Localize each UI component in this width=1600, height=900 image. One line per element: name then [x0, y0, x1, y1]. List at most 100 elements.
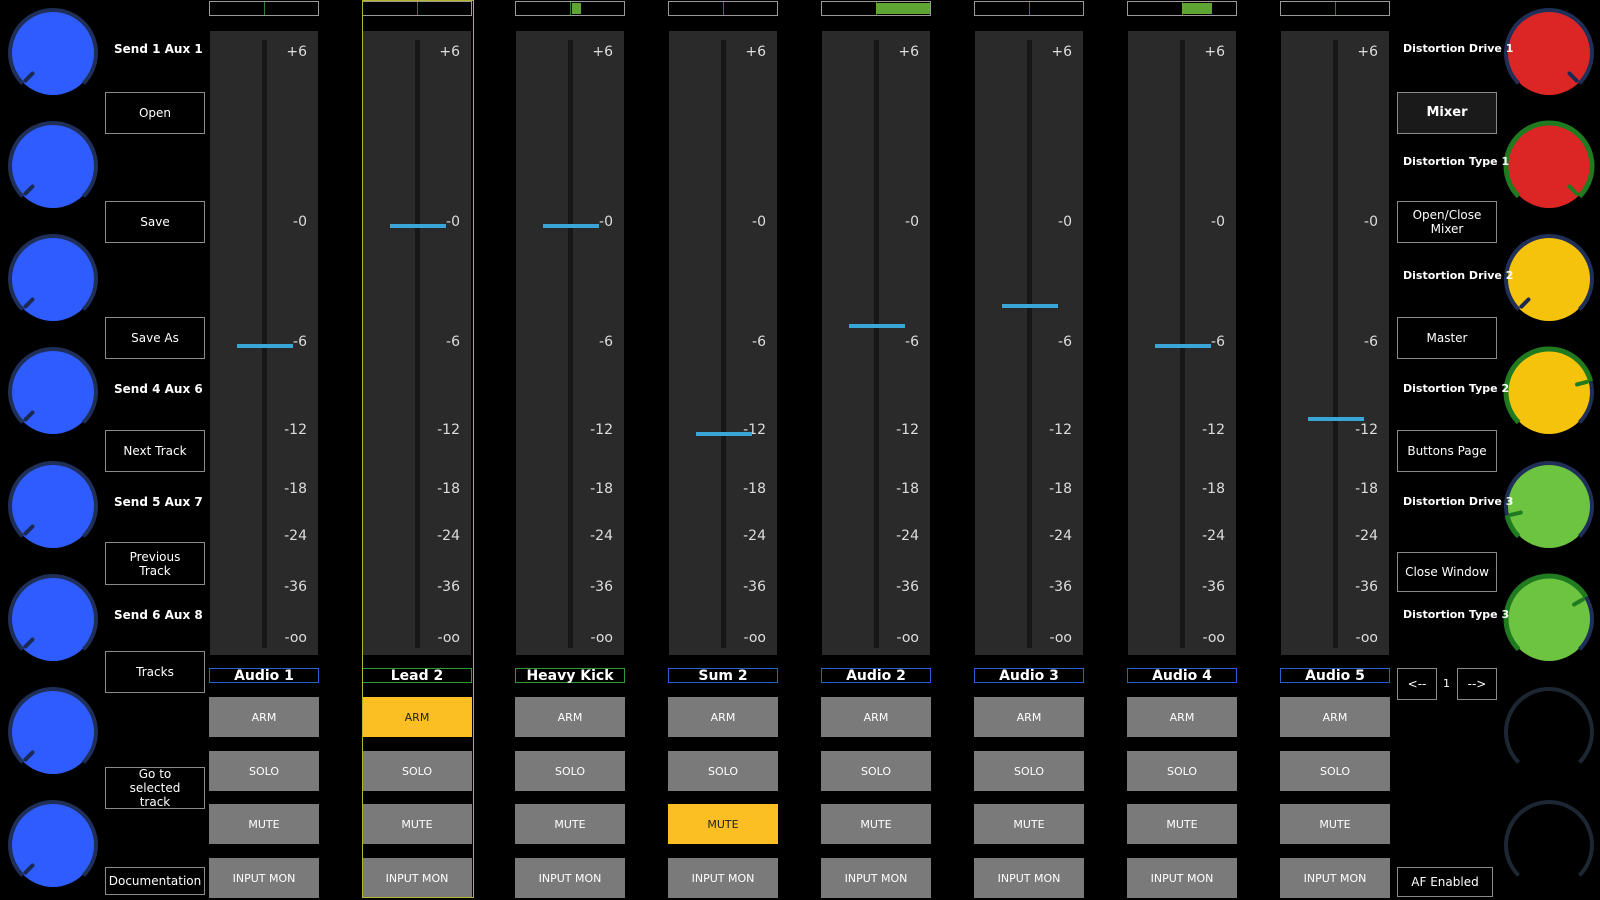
scale-label: +6 — [439, 44, 460, 60]
track-name[interactable]: Audio 3 — [974, 668, 1084, 684]
mute-button[interactable]: MUTE — [362, 804, 472, 844]
fader-handle[interactable] — [696, 432, 752, 436]
input-mon-button[interactable]: INPUT MON — [362, 858, 472, 898]
input-mon-button[interactable]: INPUT MON — [821, 858, 931, 898]
distortion-knob[interactable] — [1502, 685, 1596, 779]
distortion-knob[interactable] — [1502, 232, 1596, 326]
fader-handle[interactable] — [1155, 344, 1211, 348]
track-name[interactable]: Audio 5 — [1280, 668, 1390, 684]
arm-button[interactable]: ARM — [668, 697, 778, 737]
input-mon-button[interactable]: INPUT MON — [209, 858, 319, 898]
send-knob[interactable] — [6, 459, 100, 553]
input-mon-button[interactable]: INPUT MON — [974, 858, 1084, 898]
mute-button[interactable]: MUTE — [668, 804, 778, 844]
scale-label: -oo — [437, 630, 460, 646]
distortion-label: Distortion Drive 1 — [1403, 42, 1514, 55]
documentation-button[interactable]: Documentation — [105, 867, 205, 895]
input-mon-button[interactable]: INPUT MON — [1127, 858, 1237, 898]
channel-strip: +6 -0 -6 -12 -18 -24 -36 -oo Audio 2 ARM SOLO MUTE I… — [821, 0, 933, 900]
solo-button[interactable]: SOLO — [515, 751, 625, 791]
meter-center-line — [570, 2, 571, 15]
scale-label: -0 — [446, 214, 460, 230]
solo-button[interactable]: SOLO — [1127, 751, 1237, 791]
track-name[interactable]: Heavy Kick — [515, 668, 625, 684]
open-button[interactable]: Open — [105, 92, 205, 134]
send-knob[interactable] — [6, 798, 100, 892]
track-name[interactable]: Sum 2 — [668, 668, 778, 684]
scale-label: -36 — [743, 579, 766, 595]
master-button[interactable]: Master — [1397, 317, 1497, 359]
distortion-knob[interactable] — [1502, 459, 1596, 553]
open-close-mixer-button[interactable]: Open/Close Mixer — [1397, 201, 1497, 243]
scale-label: +6 — [1204, 44, 1225, 60]
fader-handle[interactable] — [1308, 417, 1364, 422]
fader-slot — [415, 40, 420, 648]
arm-button[interactable]: ARM — [515, 697, 625, 737]
solo-button[interactable]: SOLO — [1280, 751, 1390, 791]
send-knob[interactable] — [6, 345, 100, 439]
input-mon-button[interactable]: INPUT MON — [1280, 858, 1390, 898]
mute-button[interactable]: MUTE — [209, 804, 319, 844]
arm-button[interactable]: ARM — [362, 697, 472, 737]
mute-button[interactable]: MUTE — [821, 804, 931, 844]
save-button[interactable]: Save — [105, 201, 205, 243]
solo-button[interactable]: SOLO — [362, 751, 472, 791]
fader-handle[interactable] — [1002, 304, 1058, 308]
distortion-knob[interactable] — [1502, 119, 1596, 213]
distortion-label: Distortion Type 3 — [1403, 608, 1510, 621]
distortion-knob[interactable] — [1502, 6, 1596, 100]
distortion-knob[interactable] — [1502, 572, 1596, 666]
distortion-knob[interactable] — [1502, 798, 1596, 892]
send-knob[interactable] — [6, 6, 100, 100]
scale-label: -18 — [743, 481, 766, 497]
prev-page-button[interactable]: <-- — [1397, 668, 1437, 700]
send-knob[interactable] — [6, 685, 100, 779]
scale-label: -12 — [590, 422, 613, 438]
send-knob[interactable] — [6, 572, 100, 666]
mixer-button[interactable]: Mixer — [1397, 92, 1497, 134]
meter-center-line — [264, 2, 265, 15]
next-track-button[interactable]: Next Track — [105, 430, 205, 472]
input-mon-button[interactable]: INPUT MON — [515, 858, 625, 898]
mute-button[interactable]: MUTE — [974, 804, 1084, 844]
arm-button[interactable]: ARM — [974, 697, 1084, 737]
channel-strip: +6 -0 -6 -12 -18 -24 -36 -oo Audio 1 ARM SOLO MUTE I… — [209, 0, 321, 900]
distortion-knob[interactable] — [1502, 345, 1596, 439]
send-knob[interactable] — [6, 232, 100, 326]
input-mon-button[interactable]: INPUT MON — [668, 858, 778, 898]
scale-label: -12 — [437, 422, 460, 438]
fader-handle[interactable] — [390, 224, 446, 228]
solo-button[interactable]: SOLO — [974, 751, 1084, 791]
scale-label: -0 — [1364, 214, 1378, 230]
close-window-button[interactable]: Close Window — [1397, 552, 1497, 592]
track-name[interactable]: Audio 1 — [209, 668, 319, 684]
scale-label: -36 — [896, 579, 919, 595]
track-name[interactable]: Audio 2 — [821, 668, 931, 684]
af-enabled-status[interactable]: AF Enabled — [1397, 867, 1493, 897]
fader-handle[interactable] — [849, 324, 905, 328]
track-name[interactable]: Audio 4 — [1127, 668, 1237, 684]
arm-button[interactable]: ARM — [209, 697, 319, 737]
scale-label: -6 — [446, 334, 460, 350]
go-to-selected-track-button[interactable]: Go to selected track — [105, 767, 205, 809]
send-knob[interactable] — [6, 119, 100, 213]
meter-center-line — [1335, 2, 1336, 15]
mute-button[interactable]: MUTE — [1127, 804, 1237, 844]
solo-button[interactable]: SOLO — [668, 751, 778, 791]
solo-button[interactable]: SOLO — [821, 751, 931, 791]
arm-button[interactable]: ARM — [1280, 697, 1390, 737]
tracks-button[interactable]: Tracks — [105, 651, 205, 693]
solo-button[interactable]: SOLO — [209, 751, 319, 791]
scale-label: +6 — [592, 44, 613, 60]
next-page-button[interactable]: --> — [1457, 668, 1497, 700]
arm-button[interactable]: ARM — [1127, 697, 1237, 737]
buttons-page-button[interactable]: Buttons Page — [1397, 430, 1497, 472]
mute-button[interactable]: MUTE — [515, 804, 625, 844]
save-as-button[interactable]: Save As — [105, 317, 205, 359]
distortion-label: Distortion Drive 2 — [1403, 269, 1514, 282]
arm-button[interactable]: ARM — [821, 697, 931, 737]
fader-handle[interactable] — [237, 344, 293, 348]
fader-handle[interactable] — [543, 224, 599, 228]
previous-track-button[interactable]: Previous Track — [105, 542, 205, 585]
mute-button[interactable]: MUTE — [1280, 804, 1390, 844]
